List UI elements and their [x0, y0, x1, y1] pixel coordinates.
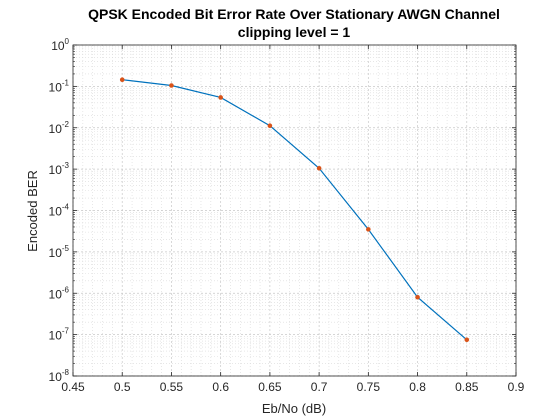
x-tick-label: 0.5 — [114, 380, 131, 394]
data-point — [366, 227, 371, 232]
data-point — [169, 83, 174, 88]
data-point — [464, 337, 469, 342]
x-axis-label: Eb/No (dB) — [262, 401, 326, 416]
data-point — [218, 95, 223, 100]
data-point — [415, 295, 420, 300]
data-point — [120, 77, 125, 82]
data-point — [317, 166, 322, 171]
chart-subtitle: clipping level = 1 — [238, 24, 351, 40]
x-tick-label: 0.85 — [455, 380, 479, 394]
x-tick-label: 0.9 — [508, 380, 525, 394]
x-tick-label: 0.8 — [409, 380, 426, 394]
x-tick-label: 0.45 — [61, 380, 85, 394]
x-tick-label: 0.55 — [160, 380, 184, 394]
x-tick-label: 0.65 — [258, 380, 282, 394]
x-tick-label: 0.7 — [311, 380, 328, 394]
chart-title: QPSK Encoded Bit Error Rate Over Station… — [88, 6, 500, 22]
x-tick-label: 0.75 — [357, 380, 381, 394]
y-axis-label: Encoded BER — [25, 170, 40, 252]
x-tick-label: 0.6 — [212, 380, 229, 394]
data-point — [268, 123, 273, 128]
grid — [73, 45, 516, 376]
